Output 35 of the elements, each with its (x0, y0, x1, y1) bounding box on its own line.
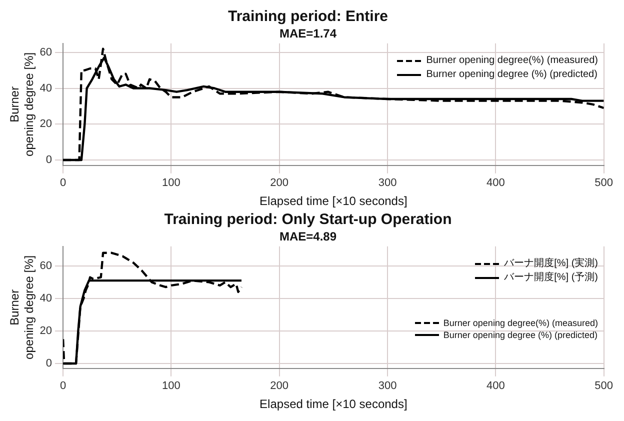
chart-title: Training period: Only Start-up Operation (164, 211, 452, 228)
y-axis-title: Burner opening degree [%] (8, 52, 36, 156)
chart-title: Training period: Entire (228, 8, 388, 26)
x-tick-label: 100 (162, 177, 180, 190)
line-series (63, 252, 243, 365)
x-tick-label: 500 (594, 177, 614, 190)
x-tick-label: 300 (378, 380, 397, 392)
y-tick-label: 60 (40, 260, 52, 272)
x-tick-label: 200 (270, 380, 289, 392)
x-tick-label: 100 (162, 380, 180, 392)
y-axis-title: Burner opening degree [%] (8, 255, 36, 360)
chart-subtitle: MAE=4.89 (279, 230, 337, 244)
legend-label: Burner opening degree (%) (predicted) (426, 68, 598, 82)
annotation: Burner opening degree(%) (measured) (443, 317, 598, 329)
x-tick-label: 0 (60, 380, 66, 392)
x-tick-label: 400 (486, 380, 505, 392)
chart-subtitle: MAE=1.74 (279, 26, 337, 41)
x-tick-label: 400 (486, 177, 505, 190)
x-axis-title: Elapsed time [×10 seconds] (260, 194, 408, 208)
legend-label: バーナ開度[%] (予測) (504, 271, 598, 285)
y-tick-label: 20 (40, 118, 52, 130)
y-tick-label: 0 (46, 358, 52, 370)
y-tick-label: 60 (40, 46, 52, 58)
y-tick-label: 20 (40, 325, 52, 338)
x-tick-label: 0 (60, 177, 66, 190)
x-tick-label: 300 (378, 177, 397, 190)
y-tick-label: 40 (40, 292, 52, 304)
y-tick-label: 0 (46, 154, 52, 166)
x-tick-label: 200 (270, 177, 289, 190)
legend-label: バーナ開度[%] (実測) (504, 257, 598, 271)
y-tick-label: 40 (40, 82, 52, 94)
x-axis-title: Elapsed time [×10 seconds] (260, 397, 408, 412)
x-tick-label: 500 (594, 380, 614, 392)
annotation: Burner opening degree (%) (predicted) (443, 329, 598, 341)
legend-label: Burner opening degree(%) (measured) (426, 54, 598, 68)
